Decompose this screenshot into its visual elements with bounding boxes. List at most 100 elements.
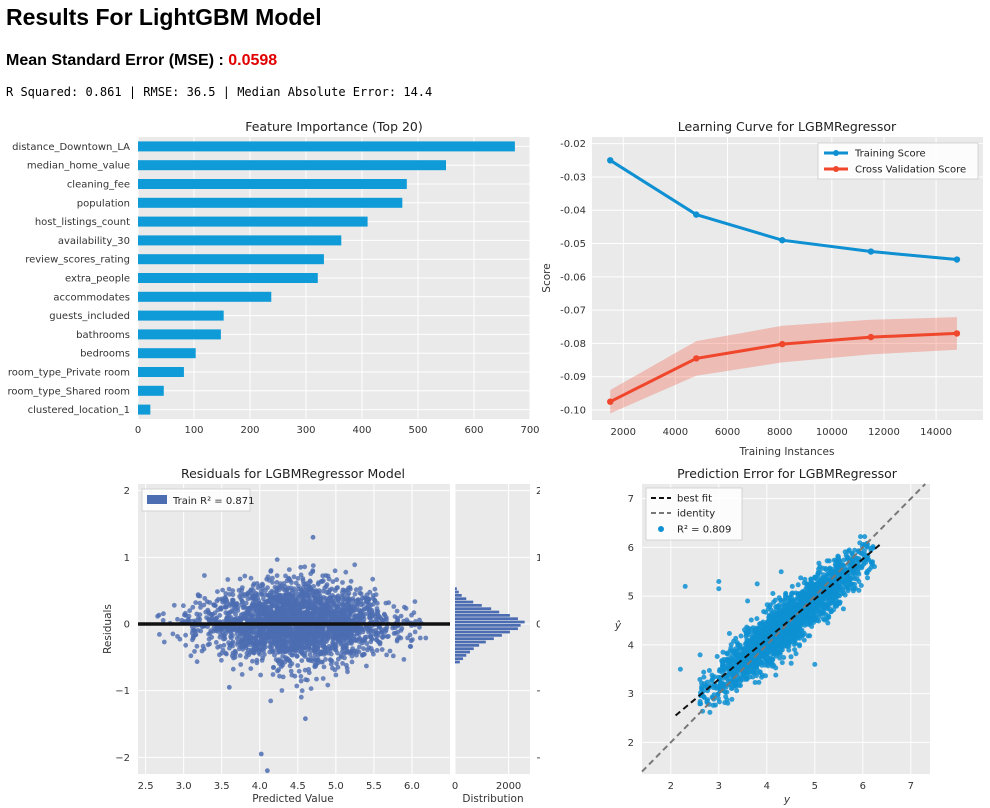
prediction-point xyxy=(835,556,841,562)
residual-point xyxy=(225,577,231,582)
residual-point xyxy=(161,611,166,617)
prediction-point xyxy=(728,662,733,668)
residual-point xyxy=(272,632,278,638)
residual-point xyxy=(290,652,295,658)
histogram-bar xyxy=(455,630,510,634)
residual-point xyxy=(202,596,208,601)
prediction-point xyxy=(707,709,713,715)
bar xyxy=(138,273,318,283)
prediction-point xyxy=(779,660,785,666)
residual-point xyxy=(244,617,250,623)
residual-point xyxy=(194,659,200,665)
prediction-point xyxy=(791,637,797,643)
residual-point xyxy=(292,597,297,603)
residual-point xyxy=(298,572,304,578)
hist-x-tick-label: 2000 xyxy=(496,781,521,792)
prediction-point xyxy=(862,552,868,558)
prediction-point xyxy=(824,616,830,622)
residual-point xyxy=(227,610,232,615)
outlier-point xyxy=(264,768,270,774)
residual-point xyxy=(348,634,353,639)
residual-point xyxy=(315,635,321,640)
learning-curve-chart: Learning Curve for LGBMRegressor Trainin… xyxy=(541,119,983,458)
x-axis-label: Training Instances xyxy=(739,446,835,458)
residual-point xyxy=(274,580,280,585)
outlier-point xyxy=(754,581,760,587)
prediction-point xyxy=(850,566,856,572)
x-tick-label: 5 xyxy=(812,781,818,792)
residual-point xyxy=(299,649,304,655)
prediction-point xyxy=(834,573,840,579)
outlier-point xyxy=(716,586,722,592)
prediction-point xyxy=(862,534,868,540)
residual-point xyxy=(322,639,328,645)
data-point xyxy=(607,398,614,405)
residual-point xyxy=(398,628,404,633)
residual-point xyxy=(294,683,300,689)
histogram-bar xyxy=(455,590,459,594)
residual-point xyxy=(282,596,288,602)
prediction-point xyxy=(792,647,798,653)
residual-point xyxy=(218,606,223,611)
residual-point xyxy=(390,625,396,631)
data-point xyxy=(607,157,614,164)
residual-point xyxy=(277,673,282,679)
residual-point xyxy=(299,590,305,596)
residual-point xyxy=(254,657,260,663)
residual-point xyxy=(298,694,304,700)
bar xyxy=(138,404,151,415)
y-tick-label: -0.09 xyxy=(560,372,586,383)
prediction-point xyxy=(777,638,782,644)
prediction-point xyxy=(763,633,768,639)
residual-point xyxy=(268,698,274,704)
histogram-bar xyxy=(455,597,467,601)
residual-point xyxy=(258,637,264,643)
hist-y-tick-label: 1 xyxy=(536,553,540,564)
y-tick-label: -0.07 xyxy=(560,306,586,317)
prediction-point xyxy=(806,596,812,602)
residual-point xyxy=(417,624,422,630)
residual-point xyxy=(348,578,354,584)
prediction-point xyxy=(715,674,721,680)
bar xyxy=(138,310,224,321)
prediction-point xyxy=(845,584,851,590)
histogram-bar xyxy=(455,604,482,607)
category-label: extra_people xyxy=(65,274,130,285)
y-tick-label: -0.10 xyxy=(560,406,586,417)
histogram-x-axis-label: Distribution xyxy=(462,793,523,805)
prediction-point xyxy=(779,633,785,639)
residual-point xyxy=(241,631,247,637)
prediction-point xyxy=(716,699,722,705)
bar xyxy=(138,291,272,302)
x-tick-label: 5.0 xyxy=(328,781,344,792)
residual-point xyxy=(223,591,229,596)
histogram-bar xyxy=(455,594,462,597)
residual-point xyxy=(298,641,304,647)
prediction-point xyxy=(699,680,705,686)
prediction-point xyxy=(817,564,823,570)
residual-point xyxy=(242,573,248,579)
residual-point xyxy=(334,605,340,611)
prediction-point xyxy=(737,674,743,680)
residual-point xyxy=(183,613,189,618)
prediction-point xyxy=(769,643,775,649)
residual-point xyxy=(280,625,286,631)
residual-point xyxy=(307,578,313,584)
prediction-point xyxy=(811,615,817,621)
residual-point xyxy=(410,637,415,642)
histogram-bar xyxy=(455,624,521,627)
residual-point xyxy=(283,613,289,618)
residual-point xyxy=(358,591,364,597)
x-tick-label: 4 xyxy=(764,781,770,792)
residual-point xyxy=(230,597,236,603)
prediction-point xyxy=(719,658,725,664)
histogram-bar xyxy=(455,660,460,664)
histogram-bar xyxy=(455,587,457,591)
prediction-point xyxy=(770,616,776,621)
residual-point xyxy=(311,646,317,652)
category-label: review_scores_rating xyxy=(25,255,130,266)
prediction-point xyxy=(724,650,730,656)
prediction-point xyxy=(791,621,797,627)
prediction-point xyxy=(781,642,787,648)
prediction-point xyxy=(801,637,807,643)
